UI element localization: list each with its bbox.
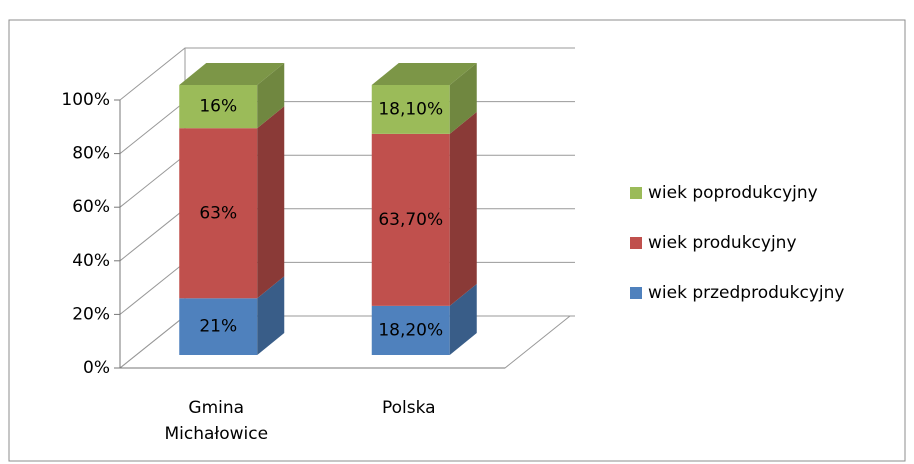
bar-side — [257, 106, 285, 299]
x-tick-label: Polska — [381, 398, 436, 418]
value-label: 16% — [199, 97, 237, 117]
value-label: 63,70% — [378, 210, 443, 230]
bar-front — [371, 85, 450, 134]
legend-label: wiek przedprodukcyjny — [648, 283, 844, 303]
bar-top — [371, 63, 477, 85]
bar-side — [257, 276, 285, 355]
x-tick-label: Gmina Michałowice — [164, 398, 269, 444]
value-label: 21% — [199, 317, 237, 337]
y-tick-label: 80% — [72, 144, 110, 164]
bar-front — [179, 298, 258, 355]
legend-label: wiek poprodukcyjny — [648, 183, 818, 203]
bar-front — [179, 85, 258, 129]
legend-swatch — [630, 187, 642, 199]
bar-side — [449, 63, 477, 134]
bar-front — [371, 133, 450, 306]
legend-label: wiek produkcyjny — [648, 233, 797, 253]
y-tick-label: 100% — [61, 90, 110, 110]
bar-top — [179, 63, 285, 85]
legend-swatch — [630, 237, 642, 249]
bar-side — [257, 63, 285, 129]
bar-front — [179, 128, 258, 299]
bar-side — [449, 111, 477, 306]
y-tick-label: 60% — [72, 197, 110, 217]
value-label: 18,10% — [378, 99, 443, 119]
bar-front — [371, 305, 450, 355]
legend-swatch — [630, 287, 642, 299]
y-tick-label: 20% — [72, 304, 110, 324]
y-tick-label: 0% — [83, 358, 110, 378]
y-tick-label: 40% — [72, 251, 110, 271]
bar-side — [449, 283, 477, 355]
value-label: 18,20% — [378, 320, 443, 340]
grid-line — [119, 47, 575, 101]
value-label: 63% — [199, 203, 237, 223]
